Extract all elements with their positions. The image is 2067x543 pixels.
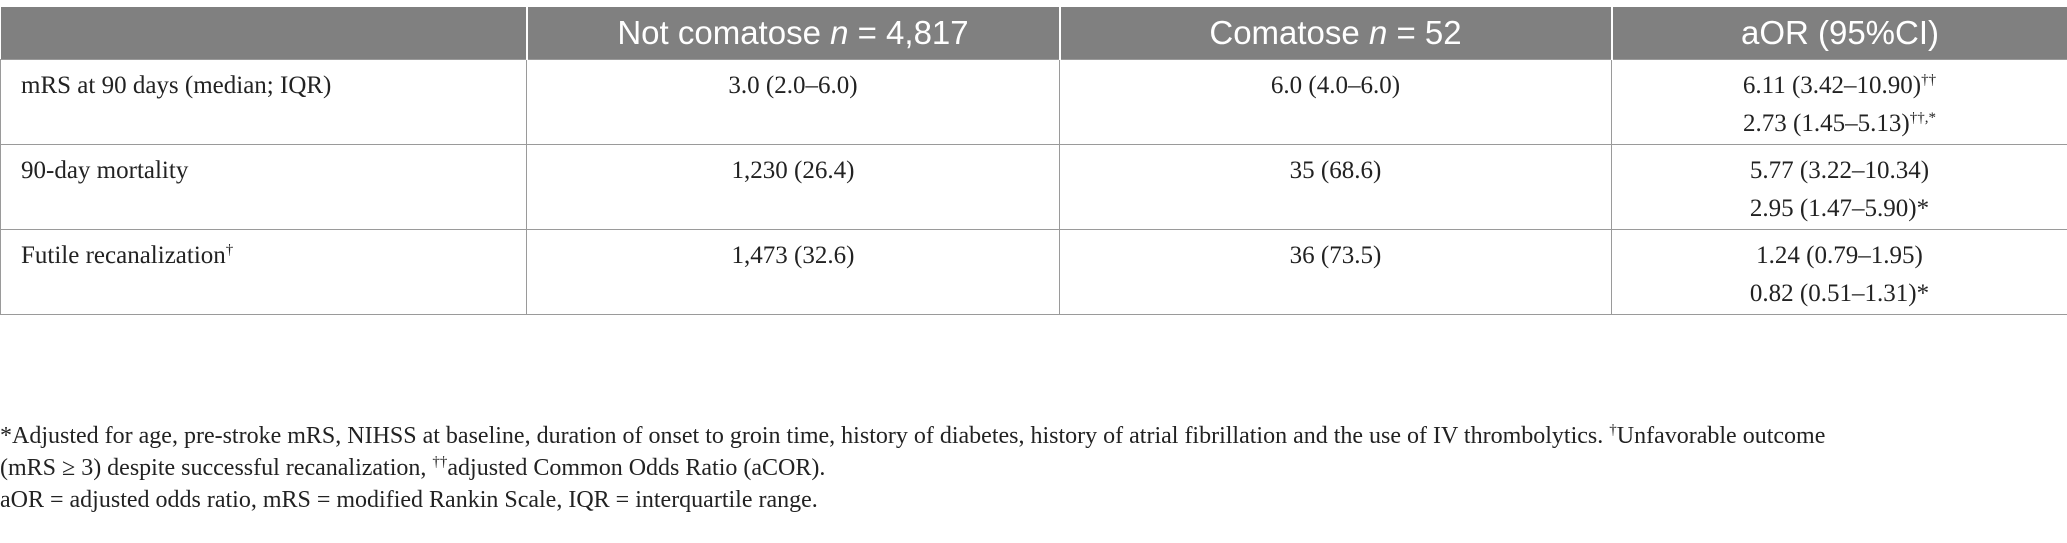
footnote-mrs-text: (mRS ≥ 3) despite successful recanalizat… [0,455,433,481]
table-body: mRS at 90 days (median; IQR) 3.0 (2.0–6.… [0,59,2067,315]
not-comatose-cell: 1,230 (26.4) [526,144,1060,230]
row-label: Futile recanalization [21,242,226,269]
not-comatose-value: 3.0 (2.0–6.0) [728,72,858,99]
aor-adjusted: 0.82 (0.51–1.31)* [1749,280,1930,307]
footnote-adjusted-text: *Adjusted for age, pre-stroke mRS, NIHSS… [0,423,1610,449]
footnote-dagger: † [1609,422,1617,438]
table-row: Futile recanalization† 1,473 (32.6) 36 (… [0,229,2067,315]
aor-adjusted: 2.73 (1.45–5.13) [1743,110,1910,137]
aor-adjusted-sup: ††,* [1909,110,1936,126]
header-not-comatose: Not comatose n = 4,817 [525,7,1060,60]
comatose-value: 35 (68.6) [1289,157,1382,184]
aor-cell: 5.77 (3.22–10.34) 2.95 (1.47–5.90)* [1611,144,2067,230]
aor-unadjusted: 6.11 (3.42–10.90) [1742,72,1922,99]
table-header: Not comatose n = 4,817 Comatose n = 52 a… [0,7,2067,60]
header-not-comatose-post: = 4,817 [848,14,969,51]
row-label-cell: mRS at 90 days (median; IQR) [0,59,527,145]
header-empty [0,7,527,60]
aor-cell: 1.24 (0.79–1.95) 0.82 (0.51–1.31)* [1611,229,2067,315]
header-comatose-post: = 52 [1387,14,1462,51]
row-label-cell: Futile recanalization† [0,229,527,315]
row-label-cell: 90-day mortality [0,144,527,230]
comatose-cell: 6.0 (4.0–6.0) [1059,59,1612,145]
row-label: mRS at 90 days (median; IQR) [21,72,332,99]
header-aor: aOR (95%CI) [1610,7,2067,60]
comatose-value: 36 (73.5) [1289,242,1382,269]
aor-unadjusted: 5.77 (3.22–10.34) [1749,157,1930,184]
aor-adjusted: 2.95 (1.47–5.90)* [1749,195,1930,222]
comatose-cell: 35 (68.6) [1059,144,1612,230]
aor-unadjusted: 1.24 (0.79–1.95) [1756,242,1923,269]
not-comatose-value: 1,473 (32.6) [731,242,855,269]
footnote-double-dagger: †† [432,454,448,470]
row-label-sup: † [225,242,234,258]
not-comatose-cell: 1,473 (32.6) [526,229,1060,315]
header-comatose-n: n [1368,14,1388,51]
aor-unadjusted-sup: †† [1921,72,1937,88]
footnote-adjusted: *Adjusted for age, pre-stroke mRS, NIHSS… [0,420,2067,452]
results-table: Not comatose n = 4,817 Comatose n = 52 a… [0,7,2067,315]
header-row: Not comatose n = 4,817 Comatose n = 52 a… [0,7,2067,60]
aor-cell: 6.11 (3.42–10.90)†† 2.73 (1.45–5.13)††,* [1611,59,2067,145]
header-comatose: Comatose n = 52 [1058,7,1612,60]
footnote-abbreviations: aOR = adjusted odds ratio, mRS = modifie… [0,487,818,513]
header-not-comatose-pre: Not comatose [617,14,831,51]
footnote-acor-text: adjusted Common Odds Ratio (aCOR). [447,455,826,481]
header-comatose-pre: Comatose [1209,14,1369,51]
table-footnotes: *Adjusted for age, pre-stroke mRS, NIHSS… [0,420,2067,516]
footnote-unfavorable-text: Unfavorable outcome [1616,423,1826,449]
table-row: mRS at 90 days (median; IQR) 3.0 (2.0–6.… [0,59,2067,145]
not-comatose-value: 1,230 (26.4) [731,157,855,184]
comatose-cell: 36 (73.5) [1059,229,1612,315]
row-label: 90-day mortality [21,157,189,184]
not-comatose-cell: 3.0 (2.0–6.0) [526,59,1060,145]
header-not-comatose-n: n [830,14,849,51]
table-row: 90-day mortality 1,230 (26.4) 35 (68.6) … [0,144,2067,230]
comatose-value: 6.0 (4.0–6.0) [1270,72,1401,99]
footnote-continued: (mRS ≥ 3) despite successful recanalizat… [0,452,2067,484]
